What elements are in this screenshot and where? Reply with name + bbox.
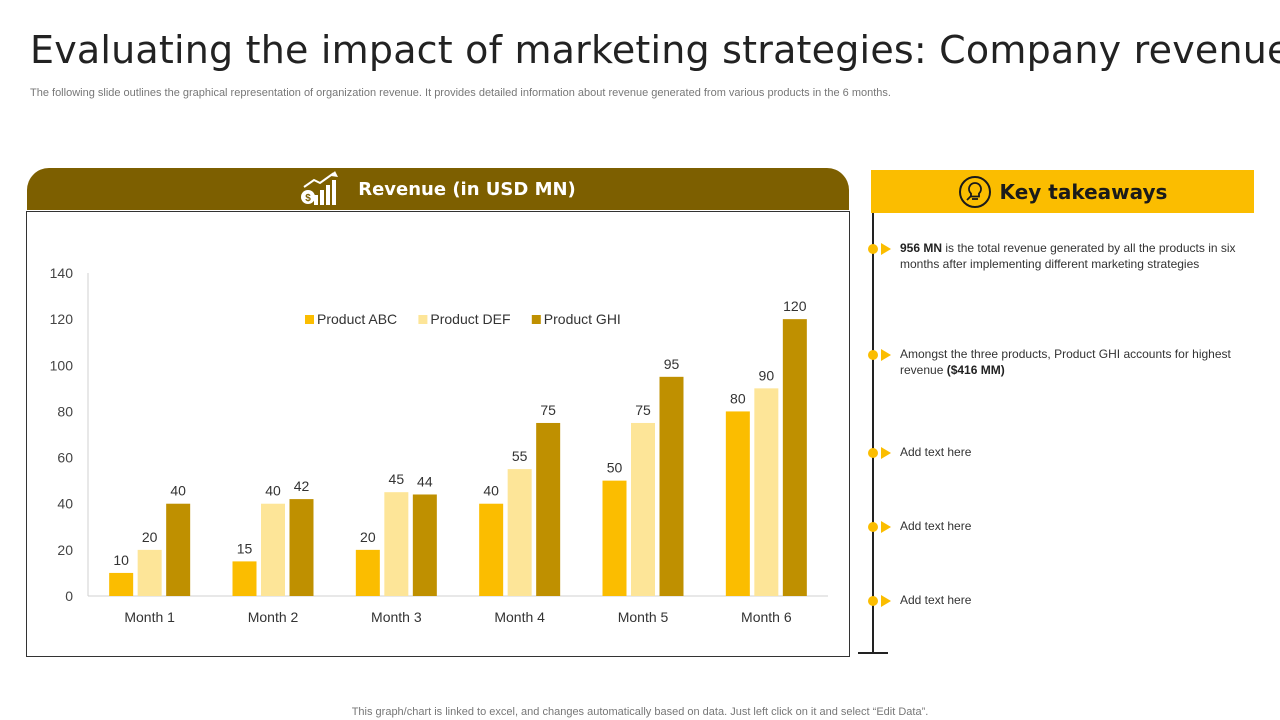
svg-text:$: $ (305, 193, 311, 204)
data-label: 50 (607, 460, 623, 476)
bar (232, 561, 257, 596)
x-tick-label: Month 5 (618, 609, 669, 625)
bar (479, 503, 504, 596)
data-label: 75 (540, 402, 556, 418)
key-takeaways-title: Key takeaways (999, 179, 1168, 204)
takeaway-bold: ($416 MM) (946, 363, 1005, 377)
y-tick-label: 60 (57, 450, 73, 466)
legend-label: Product DEF (430, 311, 510, 327)
bar (631, 422, 655, 596)
bar (384, 492, 409, 596)
bar (782, 319, 807, 596)
bar (289, 499, 314, 596)
takeaway-body: is the total revenue generated by all th… (900, 241, 1236, 271)
timeline-dot (868, 448, 878, 458)
chart-area: 0 20 40 60 80 100 120 140 10 20 40 Month 1 15 40 42 Mon… (26, 211, 850, 657)
x-tick-label: Month 4 (494, 609, 545, 625)
takeaway-body: Amongst the three products, Product GHI … (900, 347, 1231, 377)
x-tick-label: Month 2 (248, 609, 299, 625)
data-label: 20 (360, 529, 376, 545)
takeaway-bold: 956 MN (900, 241, 943, 255)
data-label: 40 (170, 483, 186, 499)
data-label: 40 (483, 483, 499, 499)
data-label: 120 (783, 298, 807, 314)
bullet-arrow-icon (881, 349, 891, 361)
bar (602, 480, 627, 596)
bar (137, 549, 162, 596)
data-label: 44 (417, 473, 433, 489)
x-tick-label: Month 1 (124, 609, 175, 625)
bar (754, 388, 779, 596)
takeaway-body: Add text here (900, 593, 972, 607)
legend-label: Product ABC (317, 311, 397, 327)
bar (507, 469, 532, 596)
bar (166, 503, 191, 596)
revenue-bar-chart: 0 20 40 60 80 100 120 140 10 20 40 Month 1 15 40 42 Mon… (50, 265, 828, 625)
bullet-arrow-icon (881, 595, 891, 607)
takeaway-text: Add text here (900, 444, 1240, 460)
timeline-dot (868, 596, 878, 606)
takeaway-text: Amongst the three products, Product GHI … (900, 346, 1240, 378)
page-title: Evaluating the impact of marketing strat… (30, 28, 1280, 72)
data-label: 55 (512, 448, 528, 464)
timeline-dot (868, 350, 878, 360)
bullet-arrow-icon (881, 521, 891, 533)
y-tick-label: 100 (50, 357, 74, 373)
y-tick-label: 120 (50, 311, 74, 327)
footer-note: This graph/chart is linked to excel, and… (351, 706, 929, 718)
data-label: 42 (294, 478, 310, 494)
lightbulb-icon (958, 175, 991, 208)
takeaway-body: Add text here (900, 519, 972, 533)
y-tick-label: 0 (65, 588, 73, 604)
y-tick-label: 20 (57, 542, 73, 558)
y-tick-label: 40 (57, 496, 73, 512)
chart-panel-header: $ Revenue (in USD MN) (27, 168, 849, 210)
takeaway-text: 956 MN is the total revenue generated by… (900, 240, 1240, 272)
y-tick-label: 80 (57, 403, 73, 419)
bar (659, 376, 684, 596)
timeline-dot (868, 522, 878, 532)
key-takeaways-header: Key takeaways (871, 170, 1254, 213)
bar (725, 411, 750, 596)
data-label: 45 (389, 471, 405, 487)
data-label: 40 (265, 483, 281, 499)
legend-swatch (531, 315, 541, 324)
data-label: 75 (635, 402, 651, 418)
bar (355, 549, 380, 596)
bar (536, 422, 561, 596)
chart-panel-title: Revenue (in USD MN) (358, 178, 576, 200)
bar (261, 503, 285, 596)
legend-swatch (305, 315, 314, 324)
timeline-line (872, 213, 874, 653)
y-tick-label: 140 (50, 265, 74, 281)
takeaway-body: Add text here (900, 445, 972, 459)
takeaway-text: Add text here (900, 518, 1240, 534)
revenue-growth-icon: $ (301, 171, 339, 205)
data-label: 20 (142, 529, 158, 545)
takeaway-text: Add text here (900, 592, 1240, 608)
page-subtitle: The following slide outlines the graphic… (30, 87, 891, 99)
x-tick-label: Month 6 (741, 609, 792, 625)
bullet-arrow-icon (881, 243, 891, 255)
data-label: 80 (730, 390, 746, 406)
timeline-dot (868, 244, 878, 254)
data-label: 10 (113, 552, 129, 568)
data-label: 90 (759, 367, 775, 383)
legend-swatch (418, 315, 428, 324)
data-label: 15 (237, 540, 253, 556)
x-tick-label: Month 3 (371, 609, 422, 625)
timeline-base (858, 652, 888, 654)
legend-label: Product GHI (544, 311, 621, 327)
bar (412, 494, 437, 596)
bullet-arrow-icon (881, 447, 891, 459)
bar (109, 572, 134, 596)
data-label: 95 (664, 356, 680, 372)
